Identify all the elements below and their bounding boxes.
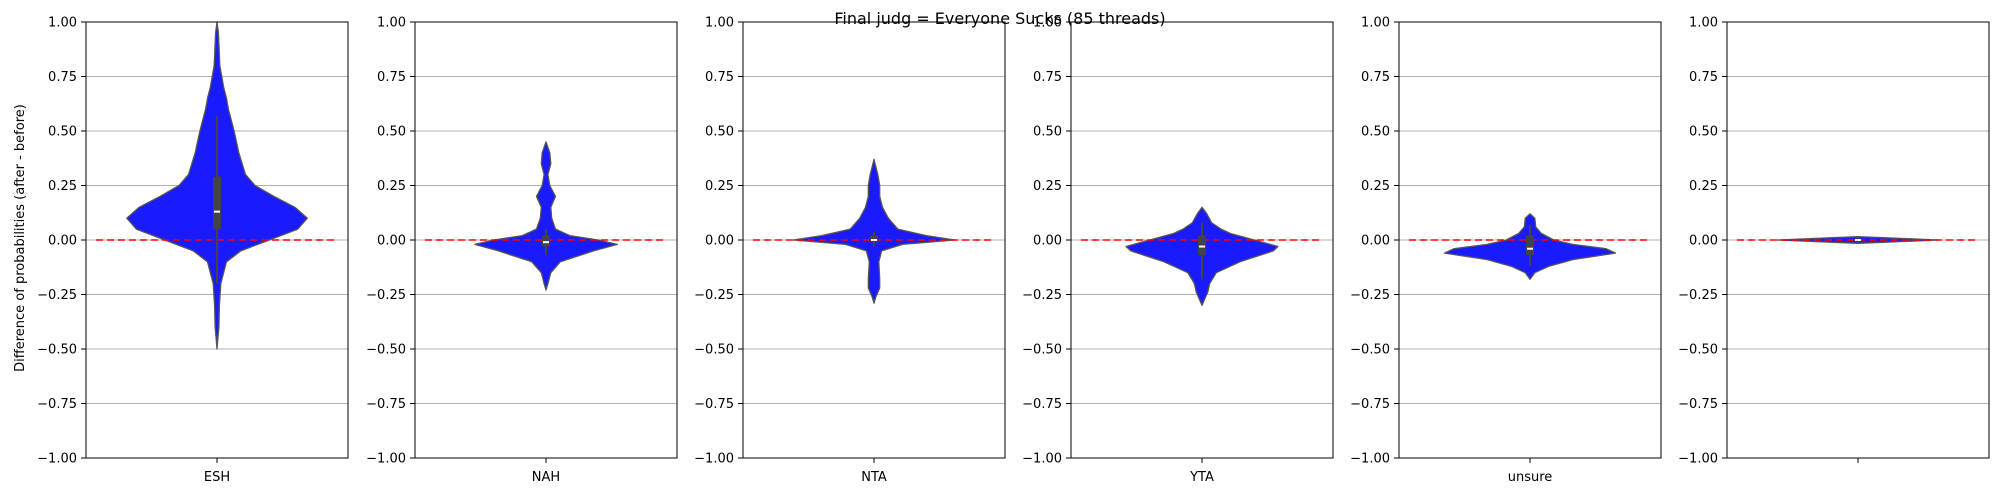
y-tick-label: 1.00 bbox=[705, 16, 734, 31]
y-tick-label: 0.75 bbox=[1689, 70, 1718, 85]
y-tick-label: −0.50 bbox=[694, 343, 734, 358]
y-tick-label: −0.25 bbox=[1022, 288, 1062, 303]
y-tick-label: 0.00 bbox=[48, 234, 77, 249]
y-tick-label: 1.00 bbox=[1689, 16, 1718, 31]
x-tick-label: ESH bbox=[204, 470, 230, 485]
y-tick-label: 0.00 bbox=[705, 234, 734, 249]
violin-panel-NTA: −1.00 −0.75 −0.50 −0.25 0.00 0.25 0.50 0.75 1.00… bbox=[694, 16, 1006, 485]
iqr-box bbox=[870, 235, 878, 243]
y-tick-label: 1.00 bbox=[1033, 16, 1062, 31]
y-tick-label: −0.75 bbox=[1350, 397, 1390, 412]
y-tick-label: 0.75 bbox=[48, 70, 77, 85]
y-tick-label: 0.50 bbox=[377, 125, 406, 140]
x-tick-label: unsure bbox=[1508, 470, 1553, 485]
y-tick-label: 0.75 bbox=[377, 70, 406, 85]
y-tick-label: −1.00 bbox=[37, 452, 77, 467]
y-tick-label: 0.00 bbox=[377, 234, 406, 249]
x-tick-label: NTA bbox=[861, 470, 887, 485]
y-tick-label: 0.00 bbox=[1689, 234, 1718, 249]
y-tick-label: −0.75 bbox=[1022, 397, 1062, 412]
violin-panel-YTA: −1.00 −0.75 −0.50 −0.25 0.00 0.25 0.50 0.75 1.00… bbox=[1022, 16, 1334, 485]
y-tick-label: 0.00 bbox=[1361, 234, 1390, 249]
y-tick-label: 0.75 bbox=[1033, 70, 1062, 85]
y-tick-label: −1.00 bbox=[1678, 452, 1718, 467]
y-tick-label: −0.50 bbox=[1022, 343, 1062, 358]
y-tick-label: 0.25 bbox=[1689, 179, 1718, 194]
violin-body bbox=[474, 141, 618, 291]
y-tick-label: −0.25 bbox=[1678, 288, 1718, 303]
violin-body bbox=[792, 158, 956, 304]
y-tick-label: 1.00 bbox=[1361, 16, 1390, 31]
y-tick-label: −1.00 bbox=[1022, 452, 1062, 467]
y-tick-label: 0.50 bbox=[705, 125, 734, 140]
y-tick-label: −0.75 bbox=[37, 397, 77, 412]
y-tick-label: −0.50 bbox=[1678, 343, 1718, 358]
y-tick-label: 0.50 bbox=[1361, 125, 1390, 140]
y-tick-label: 0.25 bbox=[48, 179, 77, 194]
y-tick-label: −0.25 bbox=[694, 288, 734, 303]
y-tick-label: −0.75 bbox=[366, 397, 406, 412]
violin-panel-NAH: −1.00 −0.75 −0.50 −0.25 0.00 0.25 0.50 0.75 1.00… bbox=[366, 16, 678, 485]
y-tick-label: 1.00 bbox=[48, 16, 77, 31]
iqr-box bbox=[542, 235, 550, 247]
y-tick-label: 0.50 bbox=[1689, 125, 1718, 140]
y-tick-label: 0.00 bbox=[1033, 234, 1062, 249]
y-tick-label: −1.00 bbox=[366, 452, 406, 467]
y-tick-label: −0.25 bbox=[1350, 288, 1390, 303]
iqr-box bbox=[213, 176, 221, 230]
y-tick-label: 0.75 bbox=[1361, 70, 1390, 85]
violin-panel-ESH: −1.00 −0.75 −0.50 −0.25 0.00 0.25 0.50 0.75 1.00… bbox=[37, 16, 349, 485]
y-axis-label: Difference of probabilities (after - bef… bbox=[13, 104, 28, 372]
x-tick-label: NAH bbox=[532, 470, 560, 485]
y-tick-label: 0.75 bbox=[705, 70, 734, 85]
y-tick-label: 1.00 bbox=[377, 16, 406, 31]
y-tick-label: −0.25 bbox=[37, 288, 77, 303]
violin-panel-unsure: −1.00 −0.75 −0.50 −0.25 0.00 0.25 0.50 0.75 1.00… bbox=[1350, 16, 1662, 485]
iqr-box bbox=[1198, 235, 1206, 256]
figure-title: Final judg = Everyone Sucks (85 threads) bbox=[834, 9, 1165, 28]
y-tick-label: −0.25 bbox=[366, 288, 406, 303]
y-tick-label: −0.50 bbox=[366, 343, 406, 358]
violin-panel-blank: −1.00 −0.75 −0.50 −0.25 0.00 0.25 0.50 0.75 1.00 bbox=[1678, 16, 1990, 467]
y-tick-label: 0.25 bbox=[1033, 179, 1062, 194]
y-tick-label: 0.50 bbox=[48, 125, 77, 140]
panels-group: −1.00 −0.75 −0.50 −0.25 0.00 0.25 0.50 0.75 1.00… bbox=[37, 16, 1990, 485]
iqr-box bbox=[1526, 235, 1534, 256]
y-tick-label: −0.75 bbox=[1678, 397, 1718, 412]
y-tick-label: 0.25 bbox=[377, 179, 406, 194]
x-tick-label: YTA bbox=[1189, 470, 1214, 485]
y-tick-label: −0.75 bbox=[694, 397, 734, 412]
y-tick-label: −0.50 bbox=[1350, 343, 1390, 358]
y-tick-label: 0.50 bbox=[1033, 125, 1062, 140]
y-tick-label: −1.00 bbox=[694, 452, 734, 467]
y-tick-label: 0.25 bbox=[705, 179, 734, 194]
y-tick-label: −0.50 bbox=[37, 343, 77, 358]
y-tick-label: 0.25 bbox=[1361, 179, 1390, 194]
y-tick-label: −1.00 bbox=[1350, 452, 1390, 467]
